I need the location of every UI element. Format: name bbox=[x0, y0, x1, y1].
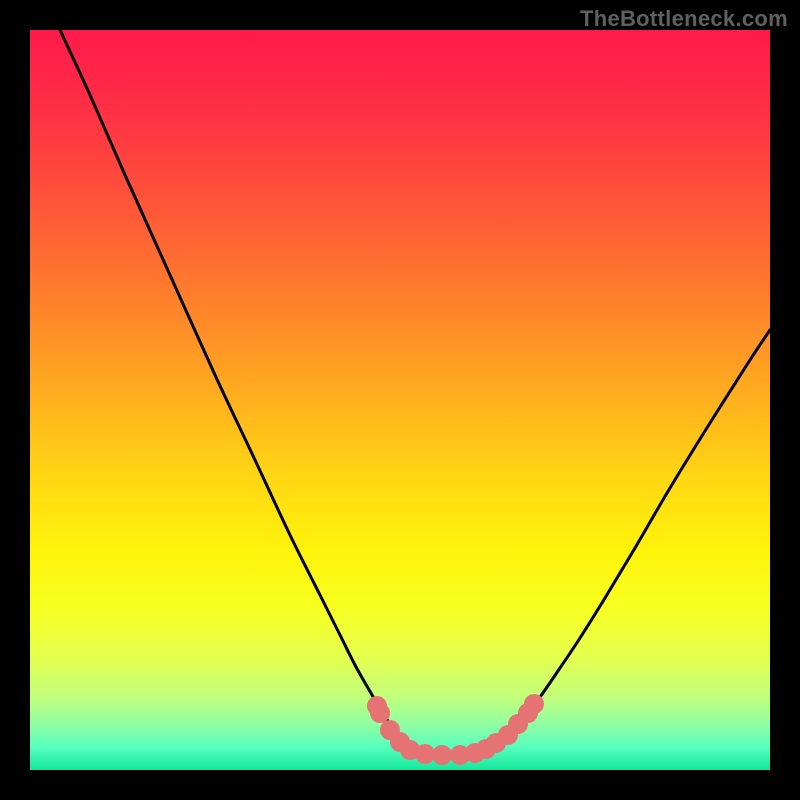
marker-point bbox=[370, 703, 390, 723]
marker-point bbox=[432, 745, 452, 765]
curve-layer bbox=[30, 30, 770, 770]
marker-point bbox=[415, 744, 435, 764]
marker-group bbox=[367, 694, 544, 765]
watermark-text: TheBottleneck.com bbox=[580, 6, 788, 32]
chart-frame: TheBottleneck.com bbox=[0, 0, 800, 800]
marker-point bbox=[524, 694, 544, 714]
bottleneck-curve bbox=[60, 30, 770, 755]
plot-area bbox=[30, 30, 770, 770]
